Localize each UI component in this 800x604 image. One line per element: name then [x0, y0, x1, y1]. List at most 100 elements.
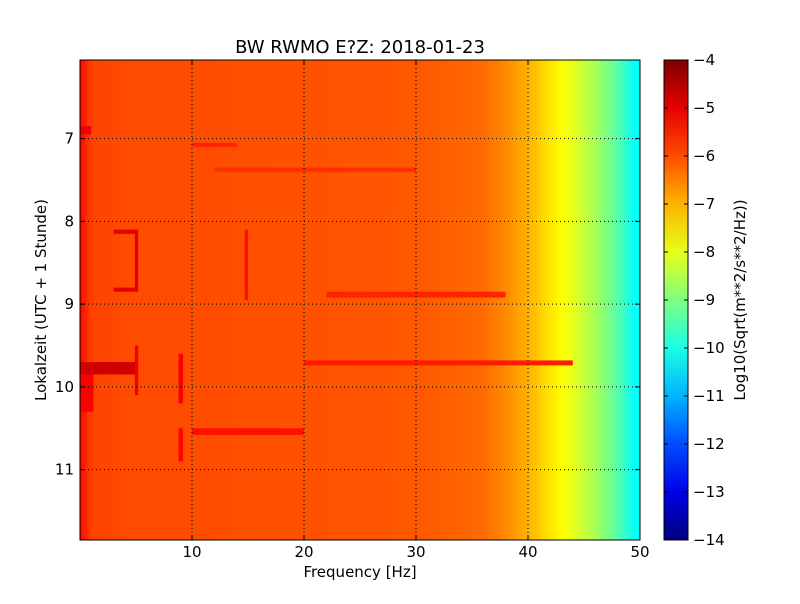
spectrum-column [561, 60, 565, 540]
spectrum-column [264, 60, 269, 540]
spectrum-column [130, 60, 134, 540]
spectrum-column [592, 60, 596, 540]
spectrum-column [575, 60, 579, 540]
spectrum-column [460, 60, 465, 540]
spectrum-column [379, 60, 383, 540]
spectrum-column [516, 60, 521, 540]
signal-feature [178, 353, 184, 404]
spectrum-column [365, 60, 369, 540]
colorbar-tick-label: −14 [693, 531, 725, 549]
spectrum-column [519, 60, 523, 540]
spectrum-column [452, 60, 456, 540]
spectrum-column [416, 60, 420, 540]
spectrum-column [178, 60, 182, 540]
spectrum-column [220, 60, 224, 540]
spectrum-column [214, 60, 218, 540]
spectrum-column [567, 60, 571, 540]
spectrum-column [158, 60, 162, 540]
spectrum-column [494, 60, 498, 540]
spectrum-column [472, 60, 476, 540]
spectrum-column [430, 60, 434, 540]
spectrum-column [144, 60, 148, 540]
spectrum-column [427, 60, 431, 540]
signal-feature [80, 362, 136, 375]
spectrum-columns [80, 60, 640, 540]
spectrum-column [438, 60, 442, 540]
spectrum-column [150, 60, 154, 540]
spectrum-column [410, 60, 414, 540]
y-tick-label: 10 [55, 378, 74, 396]
spectrum-column [194, 60, 199, 540]
spectrum-column [323, 60, 327, 540]
spectrum-column [553, 60, 557, 540]
spectrum-column [393, 60, 397, 540]
spectrum-column [256, 60, 260, 540]
spectrum-column [514, 60, 518, 540]
spectrum-column [127, 60, 131, 540]
spectrum-column [491, 60, 495, 540]
spectrum-column [290, 60, 294, 540]
y-tick-label: 7 [64, 130, 74, 148]
spectrum-column [231, 60, 235, 540]
y-tick-label: 11 [55, 461, 74, 479]
x-axis-ticks: 10 20 30 40 50 [182, 60, 650, 561]
spectrum-column [446, 60, 451, 540]
spectrum-column [600, 60, 605, 540]
spectrum-column [581, 60, 585, 540]
spectrum-column [502, 60, 507, 540]
spectrum-column [315, 60, 319, 540]
spectrum-column [483, 60, 487, 540]
spectrum-column [102, 60, 106, 540]
spectrum-column [399, 60, 403, 540]
colorbar-tick-label: −11 [693, 387, 725, 405]
spectrum-column [91, 60, 95, 540]
colorbar-label: Log10(Sqrt(m**2/s**2/Hz)) [731, 199, 749, 400]
spectrum-column [253, 60, 257, 540]
spectrum-column [530, 60, 535, 540]
spectrum-column [458, 60, 462, 540]
spectrum-column [390, 60, 395, 540]
spectrum-column [637, 60, 640, 540]
spectrum-column [404, 60, 409, 540]
spectrum-column [362, 60, 367, 540]
spectrum-column [295, 60, 299, 540]
x-axis-label: Frequency [Hz] [303, 563, 416, 581]
signal-feature [134, 229, 139, 292]
chart-title: BW RWMO E?Z: 2018-01-23 [235, 37, 485, 58]
spectrum-column [508, 60, 512, 540]
spectrum-column [533, 60, 537, 540]
spectrum-column [259, 60, 263, 540]
spectrum-column [488, 60, 493, 540]
spectrum-column [96, 60, 101, 540]
spectrum-column [88, 60, 92, 540]
spectrum-column [528, 60, 532, 540]
x-tick-label: 40 [518, 543, 537, 561]
spectrum-column [180, 60, 185, 540]
spectrum-column [396, 60, 400, 540]
spectrum-column [281, 60, 285, 540]
spectrum-column [122, 60, 126, 540]
spectrum-column [536, 60, 540, 540]
signal-feature [178, 428, 184, 462]
spectrum-column [614, 60, 619, 540]
spectrum-column [500, 60, 504, 540]
spectrum-column [589, 60, 593, 540]
spectrum-column [480, 60, 484, 540]
grid-lines [80, 60, 640, 540]
spectrum-column [94, 60, 98, 540]
signal-feature [244, 229, 248, 300]
spectrum-column [586, 60, 591, 540]
spectrum-column [248, 60, 252, 540]
spectrum-column [598, 60, 602, 540]
spectrum-column [343, 60, 347, 540]
spectrum-column [236, 60, 241, 540]
spectrum-column [374, 60, 378, 540]
signal-features [80, 126, 573, 462]
spectrum-column [242, 60, 246, 540]
spectrum-column [172, 60, 176, 540]
spectrum-column [99, 60, 103, 540]
y-tick-label: 8 [64, 212, 74, 230]
spectrum-column [298, 60, 302, 540]
spectrum-column [332, 60, 336, 540]
